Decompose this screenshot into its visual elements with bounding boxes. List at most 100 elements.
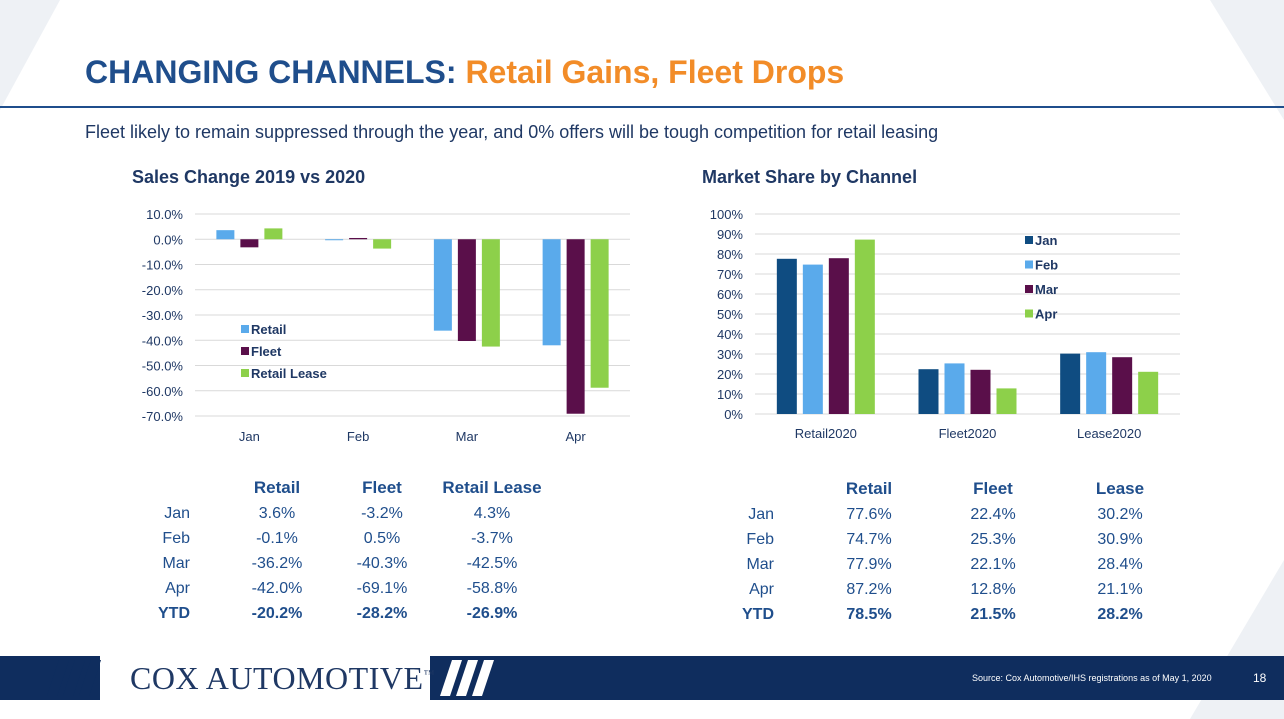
table-cell: 30.2% bbox=[1097, 505, 1143, 523]
table-row: Feb 74.7% 25.3% 30.9% bbox=[710, 527, 1188, 552]
y-tick-label: -60.0% bbox=[142, 384, 184, 399]
bar-mar-lease2020 bbox=[1112, 357, 1133, 414]
table-cell: 28.4% bbox=[1097, 555, 1143, 573]
bar-retail-apr bbox=[542, 239, 561, 346]
legend-label: Retail bbox=[251, 322, 286, 337]
y-tick-label: 50% bbox=[717, 307, 743, 322]
x-tick-label: Apr bbox=[566, 429, 587, 444]
table-row: Jan 77.6% 22.4% 30.2% bbox=[710, 502, 1188, 527]
table-cell: 78.5% bbox=[846, 605, 892, 623]
row-label: Mar bbox=[746, 555, 774, 573]
title-main: CHANGING CHANNELS: bbox=[85, 54, 457, 90]
x-tick-label: Fleet2020 bbox=[939, 426, 997, 441]
table-cell: 12.8% bbox=[970, 580, 1016, 598]
bar-feb-fleet2020 bbox=[944, 363, 965, 414]
x-tick-label: Retail2020 bbox=[795, 426, 857, 441]
table-cell: 28.2% bbox=[1097, 605, 1143, 623]
table-cell: 21.1% bbox=[1097, 580, 1143, 598]
table-cell: -20.2% bbox=[251, 604, 303, 622]
table-row: Jan 3.6% -3.2% 4.3% bbox=[140, 501, 554, 526]
sales-change-table: Retail Fleet Retail Lease Jan 3.6% -3.2%… bbox=[140, 475, 554, 626]
sales-chart-title: Sales Change 2019 vs 2020 bbox=[132, 167, 366, 187]
bar-fleet-apr bbox=[566, 239, 585, 414]
row-label: Mar bbox=[162, 554, 190, 572]
legend-swatch bbox=[241, 347, 249, 355]
x-tick-label: Lease2020 bbox=[1077, 426, 1141, 441]
y-tick-label: -40.0% bbox=[142, 333, 184, 348]
bar-apr-fleet2020 bbox=[996, 388, 1017, 414]
market-share-table: Retail Fleet Lease Jan 77.6% 22.4% 30.2%… bbox=[710, 476, 1188, 627]
table-corner bbox=[140, 475, 220, 501]
y-tick-label: 80% bbox=[717, 247, 743, 262]
row-label: Feb bbox=[162, 529, 190, 547]
table-row-ytd: YTD -20.2% -28.2% -26.9% bbox=[140, 601, 554, 626]
share-chart-title: Market Share by Channel bbox=[702, 167, 918, 187]
y-tick-label: 30% bbox=[717, 347, 743, 362]
legend-label: Jan bbox=[1035, 233, 1057, 248]
table-cell: -58.8% bbox=[466, 579, 518, 597]
legend-swatch bbox=[1025, 309, 1033, 318]
page-number: 18 bbox=[1253, 671, 1267, 685]
y-tick-label: 40% bbox=[717, 327, 743, 342]
col-header-fleet: Fleet bbox=[362, 478, 402, 497]
y-tick-label: 100% bbox=[710, 207, 744, 222]
bar-fleet-jan bbox=[240, 239, 259, 248]
table-cell: 22.4% bbox=[970, 505, 1016, 523]
table-row: Apr 87.2% 12.8% 21.1% bbox=[710, 577, 1188, 602]
col-header-retail: Retail bbox=[845, 479, 893, 498]
y-tick-label: 10% bbox=[717, 387, 743, 402]
table-cell: 87.2% bbox=[846, 580, 892, 598]
legend-swatch bbox=[1025, 260, 1033, 269]
bar-feb-lease2020 bbox=[1086, 352, 1107, 414]
table-cell: 30.9% bbox=[1097, 530, 1143, 548]
table-cell: -0.1% bbox=[256, 529, 298, 547]
y-tick-label: -70.0% bbox=[142, 409, 184, 424]
row-label: YTD bbox=[742, 605, 774, 623]
row-label: YTD bbox=[158, 604, 190, 622]
table-cell: 4.3% bbox=[473, 504, 511, 522]
bar-apr-lease2020 bbox=[1138, 371, 1159, 414]
legend-label: Feb bbox=[1035, 258, 1058, 273]
bar-apr-retail2020 bbox=[854, 239, 875, 414]
table-cell: 77.6% bbox=[846, 505, 892, 523]
legend-label: Retail Lease bbox=[251, 366, 327, 381]
x-tick-label: Feb bbox=[347, 429, 369, 444]
title-rule bbox=[0, 106, 1284, 108]
bar-jan-retail2020 bbox=[776, 258, 797, 414]
legend-swatch bbox=[241, 325, 249, 333]
table-row: Feb -0.1% 0.5% -3.7% bbox=[140, 526, 554, 551]
table-cell: 22.1% bbox=[970, 555, 1016, 573]
table-cell: 3.6% bbox=[258, 504, 296, 522]
table-cell: -36.2% bbox=[251, 554, 303, 572]
logo-wordmark: COX AUTOMOTIVE bbox=[130, 660, 424, 696]
bar-feb-retail2020 bbox=[802, 264, 823, 414]
table-cell: -42.5% bbox=[466, 554, 518, 572]
bar-retail-mar bbox=[433, 239, 452, 331]
col-header-retail-lease: Retail Lease bbox=[442, 478, 542, 497]
source-note: Source: Cox Automotive/IHS registrations… bbox=[972, 673, 1212, 683]
table-row: Apr -42.0% -69.1% -58.8% bbox=[140, 576, 554, 601]
y-tick-label: 10.0% bbox=[146, 207, 183, 222]
row-label: Apr bbox=[749, 580, 774, 598]
table-cell: 25.3% bbox=[970, 530, 1016, 548]
col-header-fleet: Fleet bbox=[973, 479, 1013, 498]
table-cell: -28.2% bbox=[356, 604, 408, 622]
row-label: Apr bbox=[165, 579, 190, 597]
slash-mark-icon bbox=[47, 660, 101, 696]
legend-label: Fleet bbox=[251, 344, 282, 359]
table-cell: -26.9% bbox=[466, 604, 518, 622]
x-tick-label: Mar bbox=[456, 429, 479, 444]
bar-retail-lease-jan bbox=[264, 228, 283, 240]
table-row: Mar 77.9% 22.1% 28.4% bbox=[710, 552, 1188, 577]
table-row: Mar -36.2% -40.3% -42.5% bbox=[140, 551, 554, 576]
bar-mar-fleet2020 bbox=[970, 369, 991, 414]
legend-swatch bbox=[1025, 236, 1033, 244]
slide-subtitle: Fleet likely to remain suppressed throug… bbox=[85, 122, 939, 142]
bar-retail-lease-mar bbox=[481, 239, 500, 347]
title-accent: Retail Gains, Fleet Drops bbox=[465, 54, 845, 90]
col-header-lease: Lease bbox=[1095, 479, 1145, 498]
bar-jan-fleet2020 bbox=[918, 369, 939, 414]
bar-retail-jan bbox=[216, 230, 235, 240]
